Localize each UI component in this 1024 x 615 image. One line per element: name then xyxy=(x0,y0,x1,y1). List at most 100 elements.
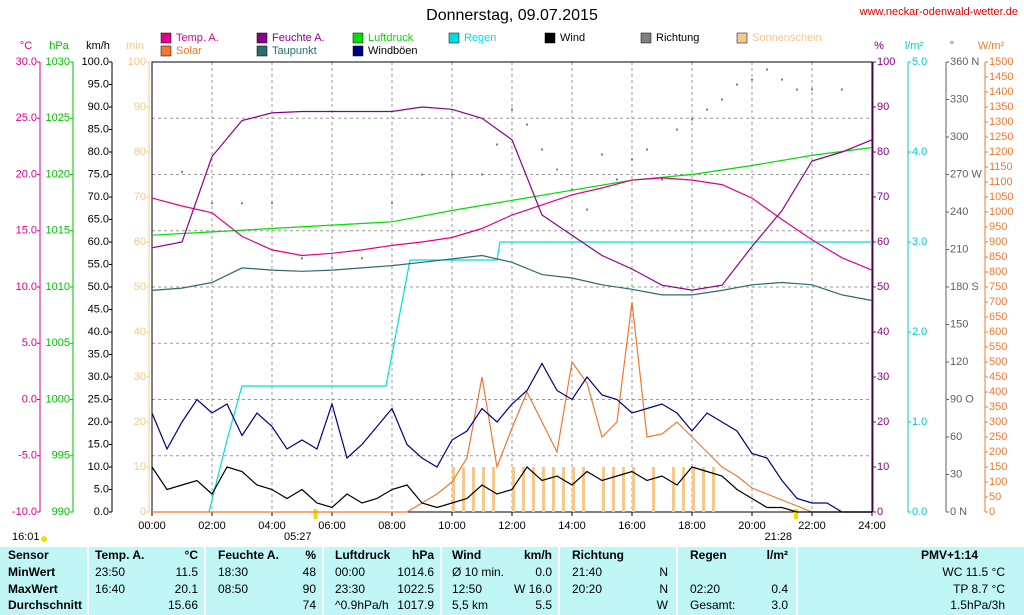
table-cell: 5.5 xyxy=(535,598,552,612)
bar xyxy=(701,467,705,512)
current-time: 16:01 xyxy=(12,531,40,543)
bar xyxy=(542,467,545,512)
bar xyxy=(452,467,455,512)
legend-swatch xyxy=(256,32,268,44)
y-tick-label: 750 xyxy=(989,281,1007,293)
point xyxy=(751,78,753,81)
y-tick-label: 4.0 xyxy=(912,146,927,158)
axis-unit: °C xyxy=(20,40,32,52)
series-line xyxy=(152,301,872,513)
y-tick-label: 210 xyxy=(950,243,968,255)
y-tick-label: 360 N xyxy=(950,56,979,68)
y-tick-label: -10.0 xyxy=(12,506,37,518)
y-tick-label: 50 xyxy=(989,491,1001,503)
y-tick-label: 60 xyxy=(134,236,146,248)
y-tick-label: 1005 xyxy=(46,337,70,349)
point xyxy=(151,198,153,201)
y-tick-label: 10 xyxy=(877,461,889,473)
axis-unit: % xyxy=(874,40,884,52)
y-tick-label: 60.0 xyxy=(88,236,109,248)
table-cell: 18:30 xyxy=(218,565,248,579)
table-lines xyxy=(0,545,1024,615)
x-tick-label: 12:00 xyxy=(498,520,526,532)
table-cell: 5,5 km xyxy=(452,598,488,612)
point xyxy=(451,173,453,176)
table-cell: WC 11.5 °C xyxy=(942,565,1005,579)
point xyxy=(391,202,393,205)
y-tick-label: 1350 xyxy=(989,101,1013,113)
y-tick-label: 200 xyxy=(989,446,1007,458)
bar xyxy=(572,467,575,512)
y-tick-label: 70.0 xyxy=(88,191,109,203)
y-tick-label: 50 xyxy=(877,281,889,293)
axis-unit: hPa xyxy=(49,40,69,52)
y-tick-label: 900 xyxy=(989,236,1007,248)
y-tick-label: 100 xyxy=(128,56,146,68)
y-tick-label: 1015 xyxy=(46,225,70,237)
y-tick-label: 25.0 xyxy=(88,393,109,405)
y-tick-label: 300 xyxy=(989,416,1007,428)
x-tick-label: 10:00 xyxy=(438,520,466,532)
point xyxy=(766,68,768,71)
y-tick-label: 55.0 xyxy=(88,258,109,270)
x-tick-label: 08:00 xyxy=(378,520,406,532)
legend-swatch xyxy=(448,32,460,44)
y-tick-label: 90 xyxy=(134,101,146,113)
bar xyxy=(671,467,675,512)
y-tick-label: 1050 xyxy=(989,191,1013,203)
table-cell: 16:40 xyxy=(95,582,125,596)
table-cell: W xyxy=(657,598,669,612)
y-tick-label: 0 xyxy=(989,506,995,518)
y-tick-label: 35.0 xyxy=(88,348,109,360)
y-tick-label: 800 xyxy=(989,266,1007,278)
y-tick-label: 100 xyxy=(877,56,895,68)
point xyxy=(301,257,303,260)
y-tick-label: 1000 xyxy=(46,393,70,405)
point xyxy=(361,257,363,260)
y-tick-label: 20 xyxy=(134,416,146,428)
x-tick-label: 24:00 xyxy=(858,520,886,532)
point xyxy=(541,148,543,151)
axis-unit: min xyxy=(126,40,144,52)
x-tick-label: 06:00 xyxy=(318,520,346,532)
y-tick-label: 95.0 xyxy=(88,78,109,90)
series-line xyxy=(151,146,873,236)
y-tick-label: 0.0 xyxy=(912,506,927,518)
table-header: Luftdruck xyxy=(335,548,391,562)
x-tick-label: 04:00 xyxy=(258,520,286,532)
point xyxy=(511,108,513,111)
bar xyxy=(602,467,605,512)
y-tick-label: 180 S xyxy=(950,281,979,293)
legend-label: Solar xyxy=(176,45,202,57)
y-tick-label: 90 xyxy=(877,101,889,113)
table-cell: TP 8.7 °C xyxy=(953,582,1005,596)
point xyxy=(331,257,333,260)
legend-swatch xyxy=(352,45,364,57)
point xyxy=(676,128,678,131)
table-header: Sensor xyxy=(8,548,49,562)
bar xyxy=(692,467,695,512)
axis-unit: l/m² xyxy=(905,40,924,52)
source: www.neckar-odenwald-wetter.de xyxy=(859,6,1018,18)
series-line xyxy=(151,466,872,513)
y-tick-label: 1150 xyxy=(989,161,1013,173)
point xyxy=(421,173,423,176)
legend-swatch xyxy=(544,32,556,44)
table-header: Feuchte A. xyxy=(218,548,279,562)
y-tick-label: 1025 xyxy=(46,112,70,124)
series-line xyxy=(151,362,872,513)
bar xyxy=(712,467,716,512)
y-tick-label: 30.0 xyxy=(88,371,109,383)
y-tick-label: 0.0 xyxy=(94,506,109,518)
bar xyxy=(461,467,465,512)
bar xyxy=(551,467,555,512)
y-tick-label: 90 O xyxy=(950,393,974,405)
y-tick-label: 500 xyxy=(989,356,1007,368)
y-tick-label: 80 xyxy=(134,146,146,158)
series-line xyxy=(151,254,873,302)
table-header: % xyxy=(305,548,316,562)
y-tick-label: 450 xyxy=(989,371,1007,383)
x-tick-label: 22:00 xyxy=(798,520,826,532)
y-tick-label: 150 xyxy=(950,318,968,330)
